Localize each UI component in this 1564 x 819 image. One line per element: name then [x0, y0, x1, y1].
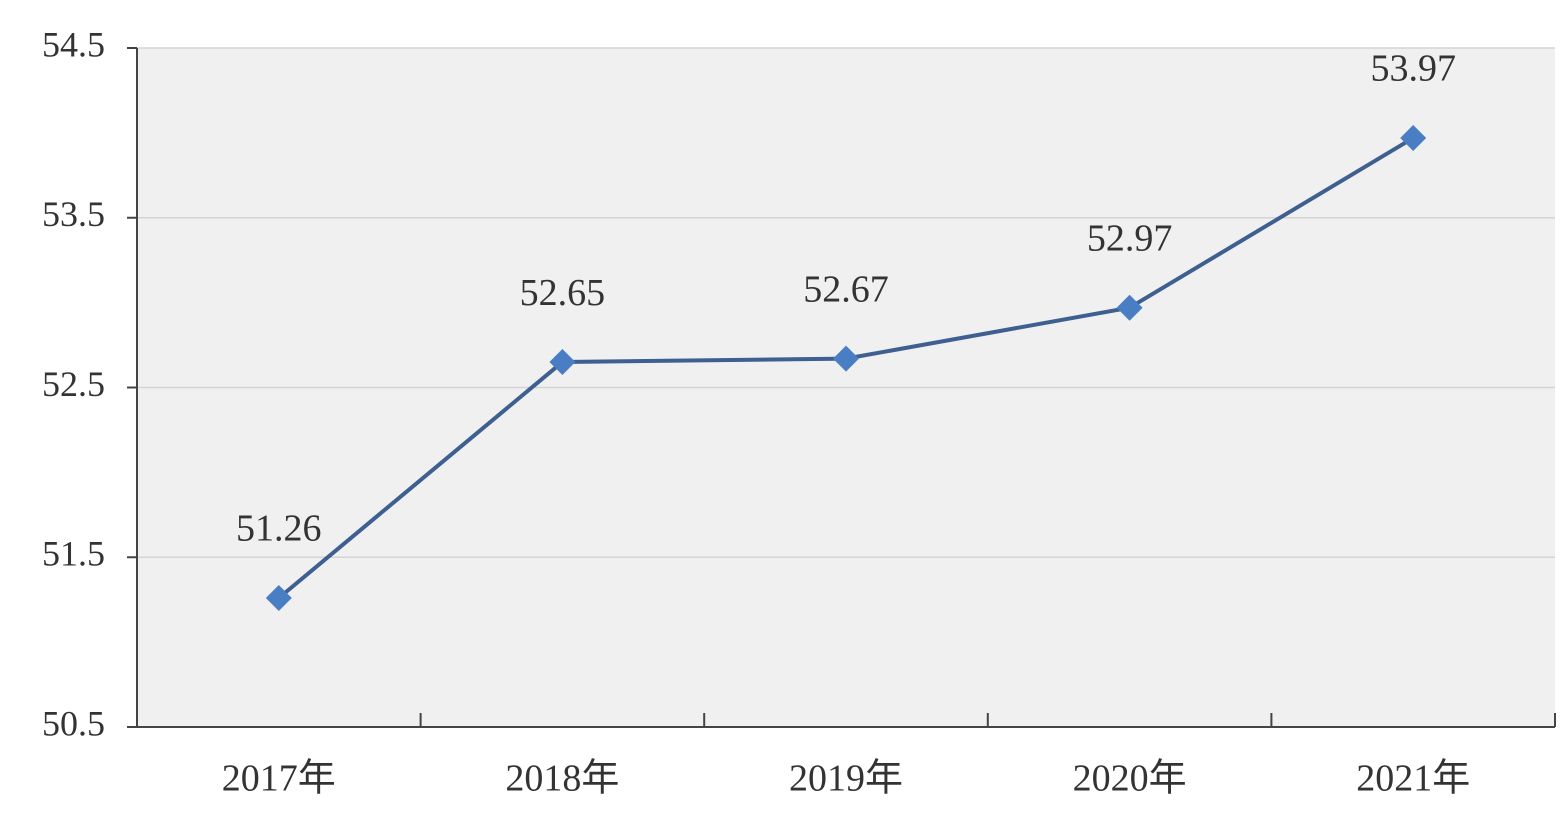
value-label: 52.97	[1087, 217, 1173, 259]
marker	[265, 584, 292, 611]
y-tick-label: 52.5	[42, 364, 105, 404]
marker	[549, 349, 576, 376]
y-tick-label: 53.5	[42, 194, 105, 234]
value-label: 52.65	[520, 272, 606, 314]
y-tick-label: 50.5	[42, 703, 105, 743]
y-tick-label: 54.5	[42, 24, 105, 64]
marker	[1400, 124, 1427, 151]
marker	[833, 345, 859, 372]
x-tick-label: 2020年	[1073, 758, 1187, 800]
value-label: 53.97	[1370, 48, 1456, 90]
x-tick-label: 2019年	[789, 758, 903, 800]
value-label: 51.26	[236, 508, 322, 550]
x-tick-label: 2018年	[505, 758, 619, 800]
value-label: 52.67	[803, 268, 889, 310]
x-tick-label: 2017年	[222, 758, 336, 800]
y-tick-label: 51.5	[42, 534, 105, 574]
marker	[1116, 294, 1143, 321]
x-tick-label: 2021年	[1356, 758, 1470, 800]
